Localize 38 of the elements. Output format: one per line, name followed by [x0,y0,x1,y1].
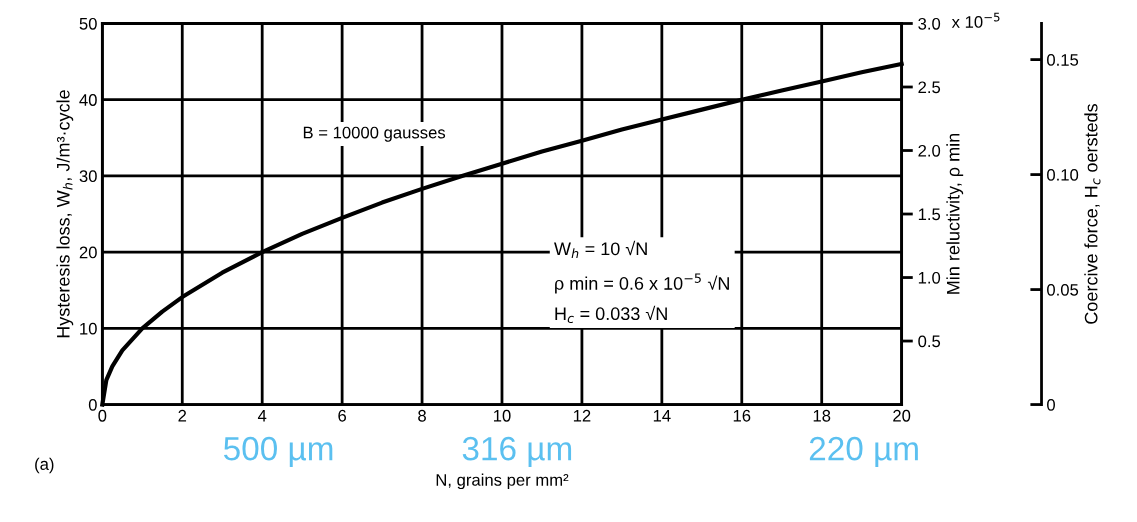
y3-axis-title: Coercive force, H$_{c}$ oersteds [1084,104,1101,324]
y-axis-title: Hysteresis loss, W$_{h}$, J/m³·cycle [56,90,74,338]
text: W$_{h}$ = 10 √N ρ min = 0.6 x 10$^{−5}$ √N H$_{c}$ = 0.033 √N [554,240,729,324]
x-tick-label: 16 [733,409,751,422]
x-axis-title: N, grains per mm² [436,473,569,490]
text: 220 µm [809,436,918,468]
x-tick-label: 8 [418,409,426,422]
y2-tick-label: 2.0 [918,144,941,157]
y-tick-label: 20 [79,246,97,259]
x-tick-label: 12 [573,409,591,422]
x-tick-label: 20 [893,409,911,422]
x-tick-label: 0 [98,409,107,422]
x-tick-label: 18 [813,409,831,422]
text: (a) [35,457,54,474]
y-tick-label: 30 [79,170,97,183]
x-tick-label: 6 [338,409,347,422]
y2-tick-label: 1.0 [918,271,941,284]
y-tick-label: 40 [79,94,97,106]
y2-tick-label: 0.5 [918,335,941,348]
x-tick-label: 10 [493,409,511,422]
x-tick-label: 2 [178,409,187,422]
y2-tick-label: 1.5 [918,208,941,221]
y-tick-label: 10 [80,322,97,335]
annotation: B = 10000 gausses [303,126,446,142]
y-tick-label: 50 [79,17,97,30]
text: 316 µm [462,436,572,468]
text: 500 µm [223,436,333,468]
text: x 10$^{−5}$ [951,12,1000,28]
y-tick-label: 0 [88,398,97,411]
x-tick-label: 4 [257,410,267,422]
y3-tick-label: 0.10 [1047,168,1079,181]
y3-tick-label: 0.15 [1047,54,1079,66]
y3-tick-label: 0 [1047,398,1055,411]
y3-tick-label: 0.05 [1047,283,1079,296]
y2-axis-title: Min reluctivity, ρ min [946,133,964,294]
y2-tick-label: 2.5 [918,81,941,94]
y2-tick-label: 3.0 [918,17,941,30]
x-tick-label: 14 [653,410,671,422]
